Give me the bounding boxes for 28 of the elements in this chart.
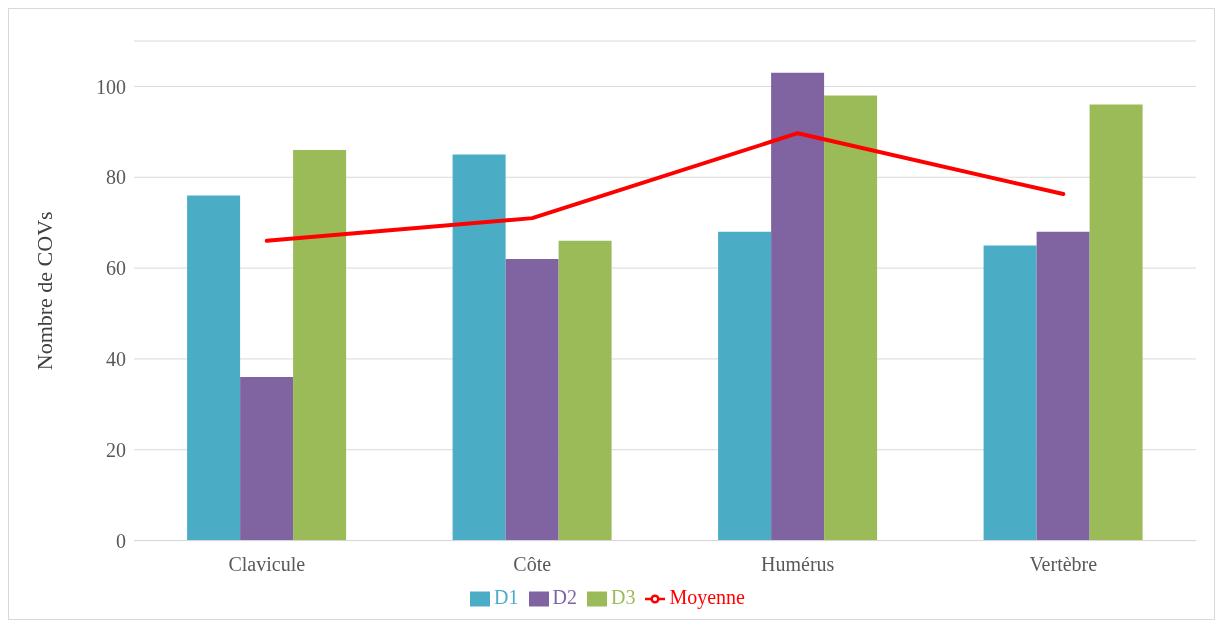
bar: [718, 231, 772, 541]
y-tick-label: 40: [106, 348, 126, 371]
x-tick-label: Vertèbre: [1029, 552, 1098, 575]
bar: [771, 72, 825, 541]
bar: [1036, 231, 1090, 541]
line-series: [264, 131, 1066, 243]
bar: [558, 240, 612, 541]
bar: [1089, 104, 1143, 541]
legend-label: D3: [610, 585, 636, 608]
bar: [240, 377, 294, 541]
bar: [983, 245, 1037, 541]
y-axis-title: Nombre de COVs: [31, 211, 57, 371]
x-tick-label: Humérus: [761, 552, 835, 575]
y-tick-label: 20: [106, 438, 126, 461]
x-tick-label: Clavicule: [228, 552, 306, 575]
bar: [505, 259, 559, 541]
x-tick-label: Côte: [513, 552, 552, 575]
y-tick-label: 0: [116, 529, 126, 552]
bar: [187, 195, 241, 541]
legend-label: Moyenne: [669, 585, 745, 608]
legend-label: D2: [552, 585, 577, 608]
y-tick-label: 100: [96, 75, 126, 98]
bar: [293, 150, 347, 541]
bar: [824, 95, 878, 541]
legend-label: D1: [494, 585, 519, 608]
bar: [452, 154, 506, 541]
y-tick-label: 60: [106, 257, 126, 280]
y-tick-label: 80: [106, 166, 126, 189]
